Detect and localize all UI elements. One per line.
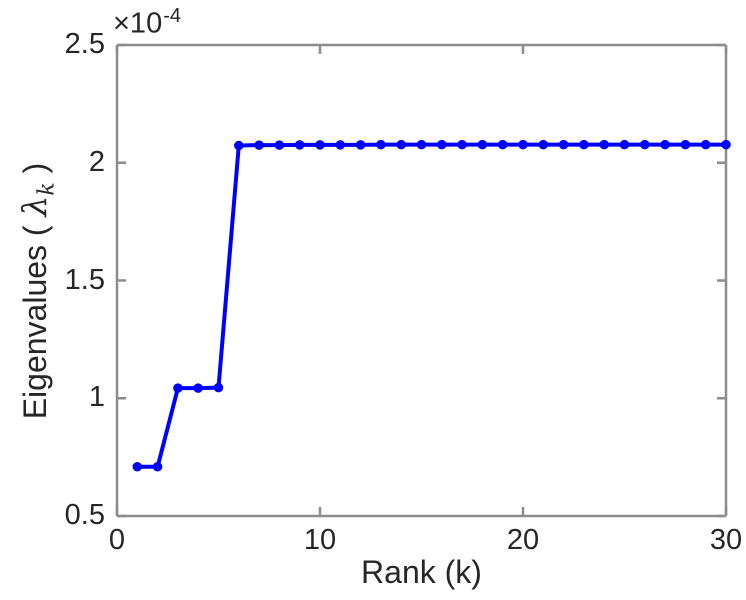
series-line [137, 142, 726, 469]
data-point-marker [700, 139, 711, 150]
y-axis-exponent-base: ×10 [113, 7, 163, 40]
data-point-marker [315, 140, 325, 150]
data-point-marker [619, 139, 630, 150]
y-tick-label: 2 [88, 145, 105, 178]
data-point-marker [213, 382, 224, 393]
y-axis-exponent-power: -4 [163, 5, 181, 27]
data-point-marker [173, 383, 183, 393]
y-tick-label: 2.5 [64, 28, 105, 60]
data-point-marker [558, 139, 569, 150]
data-point-marker [497, 139, 508, 150]
data-point-marker [416, 139, 427, 150]
data-point-marker [294, 140, 305, 150]
data-point-marker [335, 140, 346, 150]
data-point-marker [234, 140, 244, 151]
data-point-marker [680, 139, 691, 150]
data-series-group [132, 139, 731, 472]
data-point-marker [538, 139, 549, 150]
data-point-marker [477, 139, 488, 150]
data-point-marker [599, 139, 609, 150]
data-point-marker [579, 139, 589, 150]
data-point-marker [660, 139, 670, 150]
y-tick-label: 1 [88, 381, 105, 414]
y-tick-label: 1.5 [64, 263, 105, 296]
data-point-marker [376, 139, 386, 150]
x-tick-label: 20 [506, 524, 540, 556]
data-point-marker [640, 139, 650, 150]
x-tick-label: 0 [108, 524, 126, 556]
data-point-marker [721, 139, 731, 150]
data-point-marker [518, 139, 528, 150]
y-axis-exponent-label: ×10-4 [113, 6, 181, 39]
data-point-marker [437, 139, 447, 150]
data-point-marker [132, 462, 143, 472]
data-point-marker [355, 140, 366, 150]
data-point-marker [396, 139, 406, 150]
data-point-marker [193, 383, 203, 393]
data-point-marker [457, 139, 467, 150]
x-tick-label: 30 [709, 524, 743, 556]
y-tick-label: 0.5 [64, 499, 105, 531]
x-tick-label: 10 [303, 524, 337, 556]
x-axis-label: Rank (k) [361, 554, 482, 590]
data-point-marker [152, 462, 163, 472]
data-point-marker [254, 140, 264, 150]
data-point-marker [274, 140, 285, 150]
